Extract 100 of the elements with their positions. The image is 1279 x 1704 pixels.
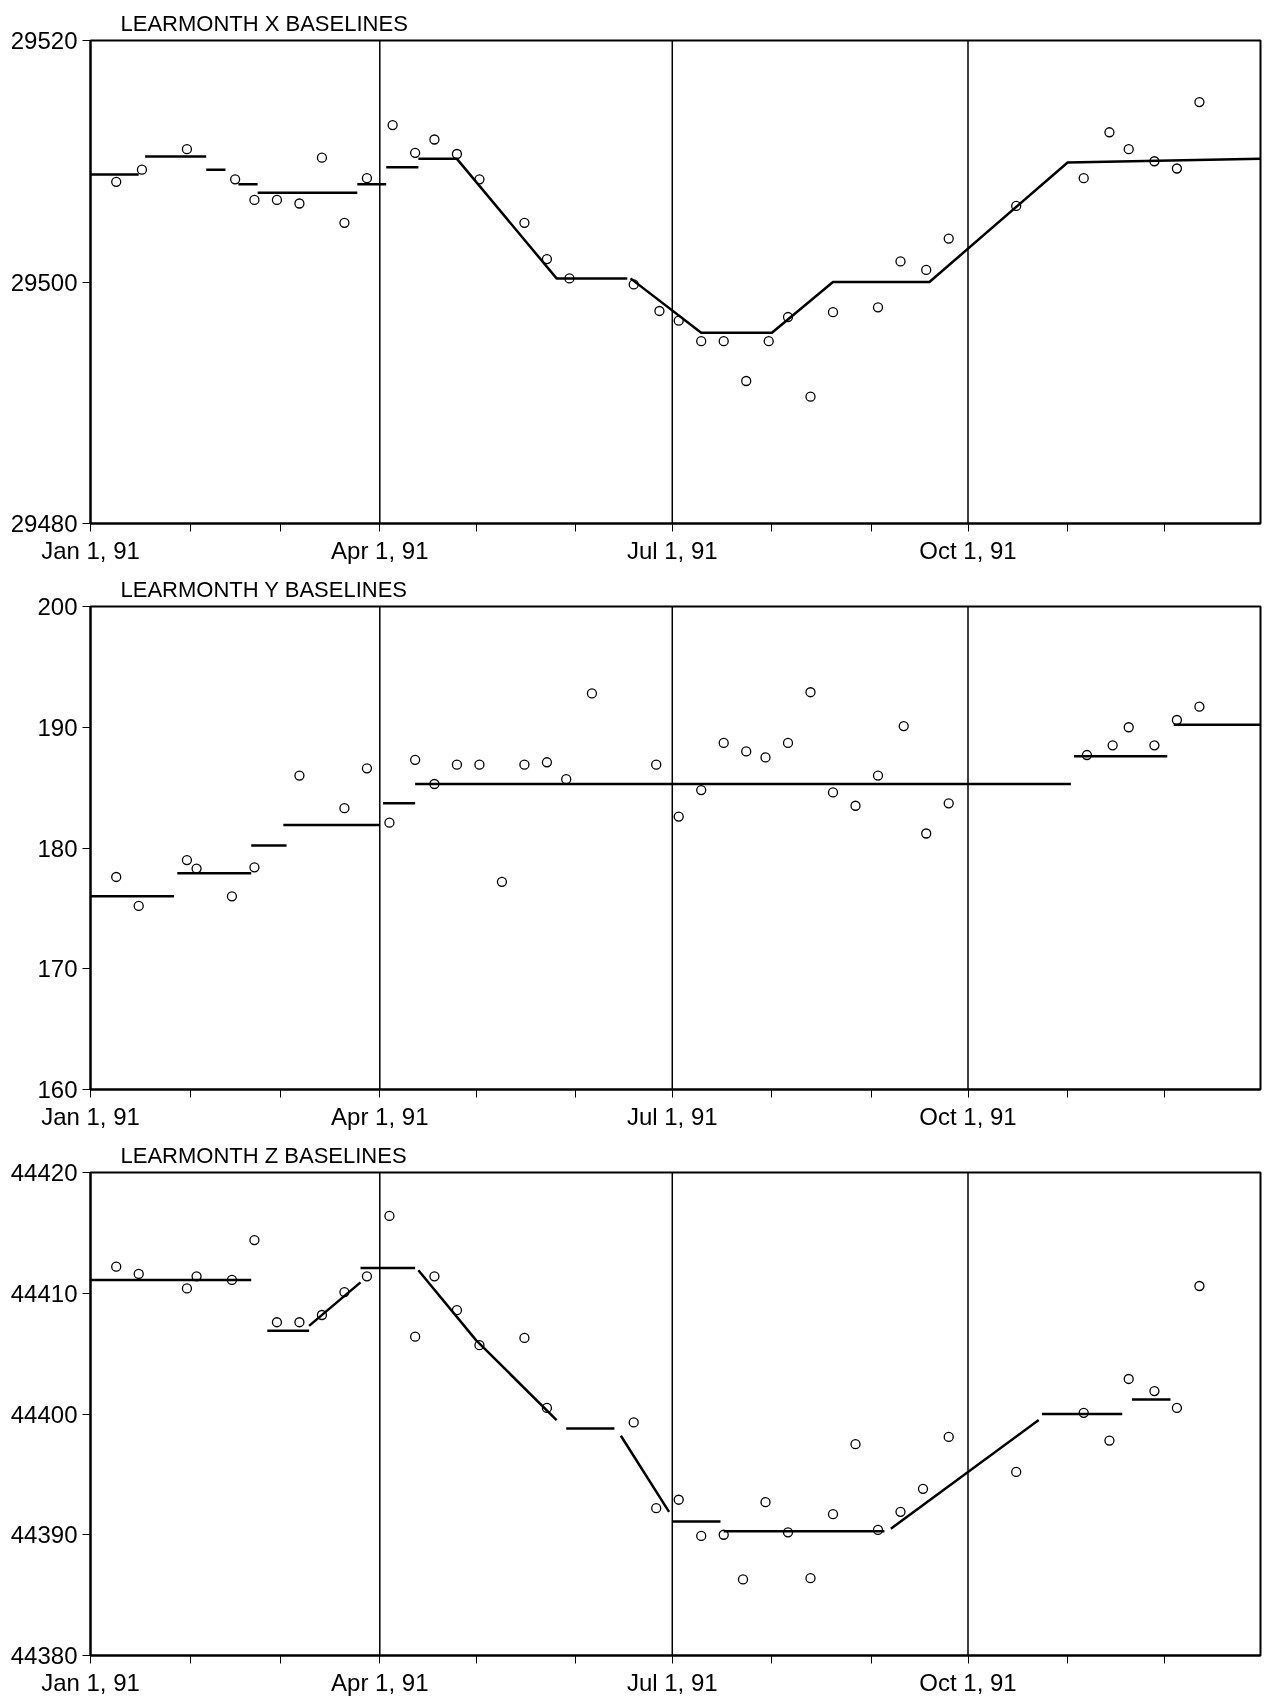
point <box>921 828 932 839</box>
x-tick-label: Apr 1, 91 <box>331 1668 429 1696</box>
point <box>921 264 932 276</box>
point <box>111 1261 122 1272</box>
y-tick-label: 29520 <box>10 27 78 54</box>
point <box>943 233 954 244</box>
point <box>1123 1373 1134 1385</box>
point <box>409 754 421 765</box>
y-tick-label: 29480 <box>10 510 78 537</box>
point <box>271 194 283 206</box>
point <box>451 148 463 160</box>
point <box>519 217 530 228</box>
point <box>429 134 440 145</box>
chart-title: LEARMONTH X BASELINES <box>120 10 408 36</box>
y-tick-label: 190 <box>37 713 78 741</box>
point <box>718 1529 729 1540</box>
y-tick-label: 44390 <box>10 1521 78 1549</box>
point <box>895 1506 906 1517</box>
point <box>1123 722 1134 733</box>
point <box>917 1483 929 1495</box>
point <box>133 1268 144 1280</box>
x-tick-label: Jul 1, 91 <box>626 1668 718 1696</box>
x-tick-label: Apr 1, 91 <box>331 1102 429 1130</box>
point <box>1194 1280 1205 1292</box>
point <box>718 737 729 749</box>
point <box>384 817 395 828</box>
x-tick-label: Jan 1, 91 <box>41 536 140 564</box>
point <box>943 1431 954 1443</box>
point <box>696 336 707 347</box>
point <box>718 336 729 347</box>
y-tick-label: 180 <box>37 834 78 862</box>
point <box>181 854 193 866</box>
point <box>651 759 662 770</box>
point <box>1149 1385 1160 1397</box>
point <box>249 1234 260 1246</box>
point <box>226 891 238 902</box>
x-tick-label: Jul 1, 91 <box>626 1102 718 1130</box>
point <box>181 144 193 155</box>
point <box>1011 1466 1022 1478</box>
point <box>496 876 508 887</box>
point <box>294 198 305 209</box>
point <box>898 720 909 732</box>
x-tick-label: Oct 1, 91 <box>919 1102 1017 1130</box>
y-tick-label: 200 <box>37 593 78 620</box>
point <box>850 800 861 811</box>
point <box>181 1283 193 1294</box>
x-tick-label: Oct 1, 91 <box>919 1668 1017 1696</box>
point <box>541 253 553 265</box>
point <box>1149 740 1160 751</box>
point <box>249 194 260 206</box>
point <box>696 784 707 796</box>
point <box>133 900 144 912</box>
point <box>651 1503 662 1514</box>
point <box>805 687 816 698</box>
y-tick-label: 44400 <box>10 1400 78 1428</box>
point <box>384 1210 395 1222</box>
point <box>1104 1435 1115 1446</box>
point <box>519 759 530 770</box>
point <box>316 152 328 163</box>
point <box>628 1417 639 1428</box>
point <box>361 173 373 184</box>
point <box>409 1331 421 1342</box>
point <box>1123 144 1134 155</box>
x-tick-label: Oct 1, 91 <box>919 536 1017 564</box>
point <box>1171 714 1183 726</box>
point <box>1171 1402 1183 1414</box>
point <box>850 1439 861 1450</box>
point <box>271 1317 283 1328</box>
point <box>895 256 906 267</box>
point <box>872 302 884 313</box>
point <box>1194 701 1205 712</box>
point <box>827 307 839 318</box>
x-tick-label: Jan 1, 91 <box>41 1102 140 1130</box>
point <box>760 752 771 763</box>
point <box>339 217 350 228</box>
point <box>361 763 373 774</box>
point <box>474 759 485 770</box>
point <box>943 798 954 809</box>
point <box>673 811 684 822</box>
point <box>519 1332 530 1344</box>
point <box>136 164 148 175</box>
point <box>805 1573 816 1584</box>
point <box>827 787 839 798</box>
y-tick-label: 44420 <box>10 1159 78 1186</box>
point <box>654 305 665 317</box>
y-tick-label: 160 <box>37 1076 78 1103</box>
point <box>586 688 598 699</box>
point <box>872 770 884 781</box>
y-tick-label: 29500 <box>10 268 78 296</box>
point <box>805 391 816 402</box>
point <box>1104 127 1115 138</box>
x-tick-label: Apr 1, 91 <box>331 536 429 564</box>
chart-title: LEARMONTH Z BASELINES <box>120 1142 407 1168</box>
point <box>827 1509 839 1520</box>
point <box>763 336 774 347</box>
point <box>673 1494 684 1505</box>
y-tick-label: 170 <box>37 955 78 983</box>
point <box>111 176 122 187</box>
point <box>741 746 752 757</box>
point <box>782 737 794 749</box>
